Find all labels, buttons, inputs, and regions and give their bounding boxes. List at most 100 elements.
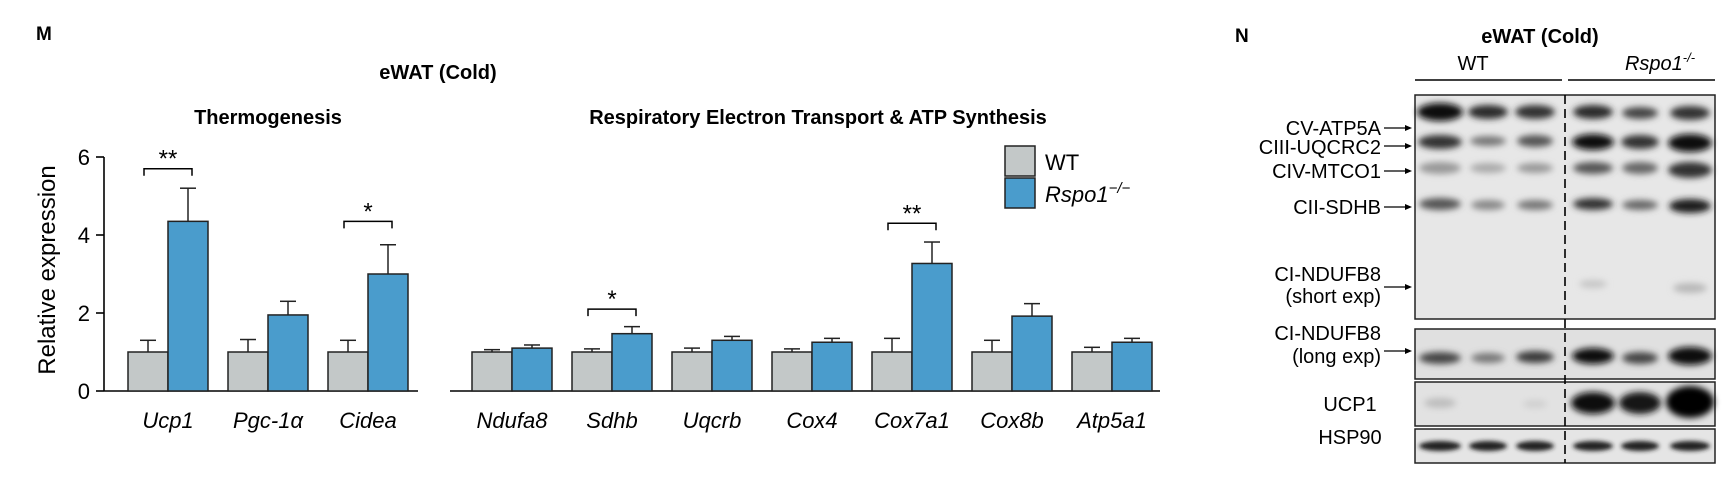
band (1622, 200, 1658, 210)
bar-rspo1 (167, 220, 209, 392)
band (1573, 198, 1613, 210)
bar-wt (327, 351, 369, 392)
group-title-thermogenesis: Thermogenesis (194, 107, 342, 129)
band (1622, 107, 1658, 119)
band-label-hsp90: HSP90 (1318, 427, 1381, 449)
panel-m-letter: M (36, 24, 52, 45)
band (1670, 106, 1710, 120)
band (1573, 105, 1613, 119)
x-tick-label: Cidea (339, 408, 396, 433)
bar-wt (571, 351, 613, 392)
y-tick-label: 2 (78, 301, 90, 326)
x-tick-label: Ucp1 (142, 408, 193, 433)
band-label-short-exp: (short exp) (1285, 286, 1381, 308)
band (1471, 353, 1505, 363)
panel-n-letter: N (1235, 26, 1249, 47)
band (1573, 441, 1613, 451)
bar-rspo1 (511, 347, 553, 392)
x-tick-label: Ndufa8 (477, 408, 549, 433)
band (1470, 136, 1506, 146)
band (1419, 352, 1461, 364)
significance-label: ** (903, 200, 922, 227)
band (1571, 392, 1615, 414)
band (1468, 105, 1508, 119)
x-tick-label: Atp5a1 (1075, 408, 1147, 433)
band (1470, 163, 1506, 173)
group-title-respiratory: Respiratory Electron Transport & ATP Syn… (589, 107, 1047, 129)
legend: WT Rspo1−/− (1004, 145, 1131, 209)
band (1424, 398, 1456, 408)
bar-wt (127, 351, 169, 392)
bar-series (127, 187, 1153, 392)
band (1670, 441, 1710, 451)
bar-rspo1 (811, 341, 853, 392)
x-tick-labels: Ucp1 Pgc-1α Cidea Ndufa8 Sdhb Uqcrb Cox4 Cox7a1… (142, 408, 1147, 433)
bar-rspo1 (911, 262, 953, 392)
band (1517, 200, 1553, 210)
legend-swatch-rspo1 (1004, 177, 1036, 209)
panel-n-title: eWAT (Cold) (1481, 26, 1598, 48)
band (1418, 135, 1462, 149)
band (1621, 135, 1659, 149)
band (1668, 134, 1712, 152)
band-label-ci-ndufb8-short: CI-NDUFB8 (1274, 264, 1381, 286)
band (1419, 441, 1461, 451)
bar-rspo1 (367, 273, 409, 392)
band (1516, 441, 1554, 451)
bar-wt (227, 351, 269, 392)
bar-rspo1 (711, 339, 753, 392)
significance-bracket (587, 308, 637, 317)
band-label-cii-sdhb: CII-SDHB (1293, 197, 1381, 219)
bar-rspo1 (267, 314, 309, 392)
band (1417, 103, 1463, 121)
bar-wt (671, 351, 713, 392)
band (1572, 134, 1614, 150)
arrow-head (1405, 348, 1412, 354)
arrow-head (1405, 168, 1412, 174)
band (1622, 352, 1658, 364)
legend-label-wt: WT (1045, 150, 1079, 175)
x-tick-label: Sdhb (586, 408, 637, 433)
band (1668, 162, 1712, 178)
y-tick-label: 6 (78, 145, 90, 170)
blot-bands (1417, 103, 1714, 451)
band-label-cv-atp5a: CV-ATP5A (1286, 118, 1382, 140)
arrow-head (1405, 204, 1412, 210)
arrow-head (1405, 125, 1412, 131)
band (1523, 400, 1547, 408)
band (1515, 105, 1555, 119)
x-tick-label: Pgc-1α (233, 408, 304, 433)
legend-label-rspo1: Rspo1−/− (1045, 180, 1131, 207)
band (1621, 441, 1659, 451)
band (1469, 441, 1507, 451)
band (1517, 163, 1553, 173)
significance-bracket (143, 167, 193, 176)
y-tick-label: 4 (78, 223, 90, 248)
y-tick-label: 0 (78, 379, 90, 404)
band (1573, 162, 1613, 174)
band-label-ciii-uqcrc2: CIII-UQCRC2 (1259, 137, 1381, 159)
band (1471, 200, 1505, 210)
bar-wt (1071, 351, 1113, 392)
significance-label: ** (159, 146, 178, 173)
band (1419, 162, 1461, 174)
band-labels: CV-ATP5A CIII-UQCRC2 CIV-MTCO1 CII-SDHB … (1259, 118, 1412, 449)
band-label-ucp1: UCP1 (1323, 394, 1376, 416)
significance-bracket (343, 220, 393, 229)
bar-wt (971, 351, 1013, 392)
bar-wt (471, 351, 513, 392)
significance-bracket (887, 222, 937, 231)
bar-wt (871, 351, 913, 392)
band (1517, 135, 1553, 147)
band (1619, 392, 1661, 414)
bar-wt (771, 351, 813, 392)
band (1516, 351, 1554, 363)
band (1669, 199, 1711, 213)
panel-m-title: eWAT (Cold) (379, 62, 496, 84)
band (1579, 280, 1607, 288)
bar-rspo1 (1111, 341, 1153, 392)
group-label-wt: WT (1457, 53, 1488, 75)
band (1668, 347, 1712, 365)
significance-label: * (363, 198, 372, 225)
